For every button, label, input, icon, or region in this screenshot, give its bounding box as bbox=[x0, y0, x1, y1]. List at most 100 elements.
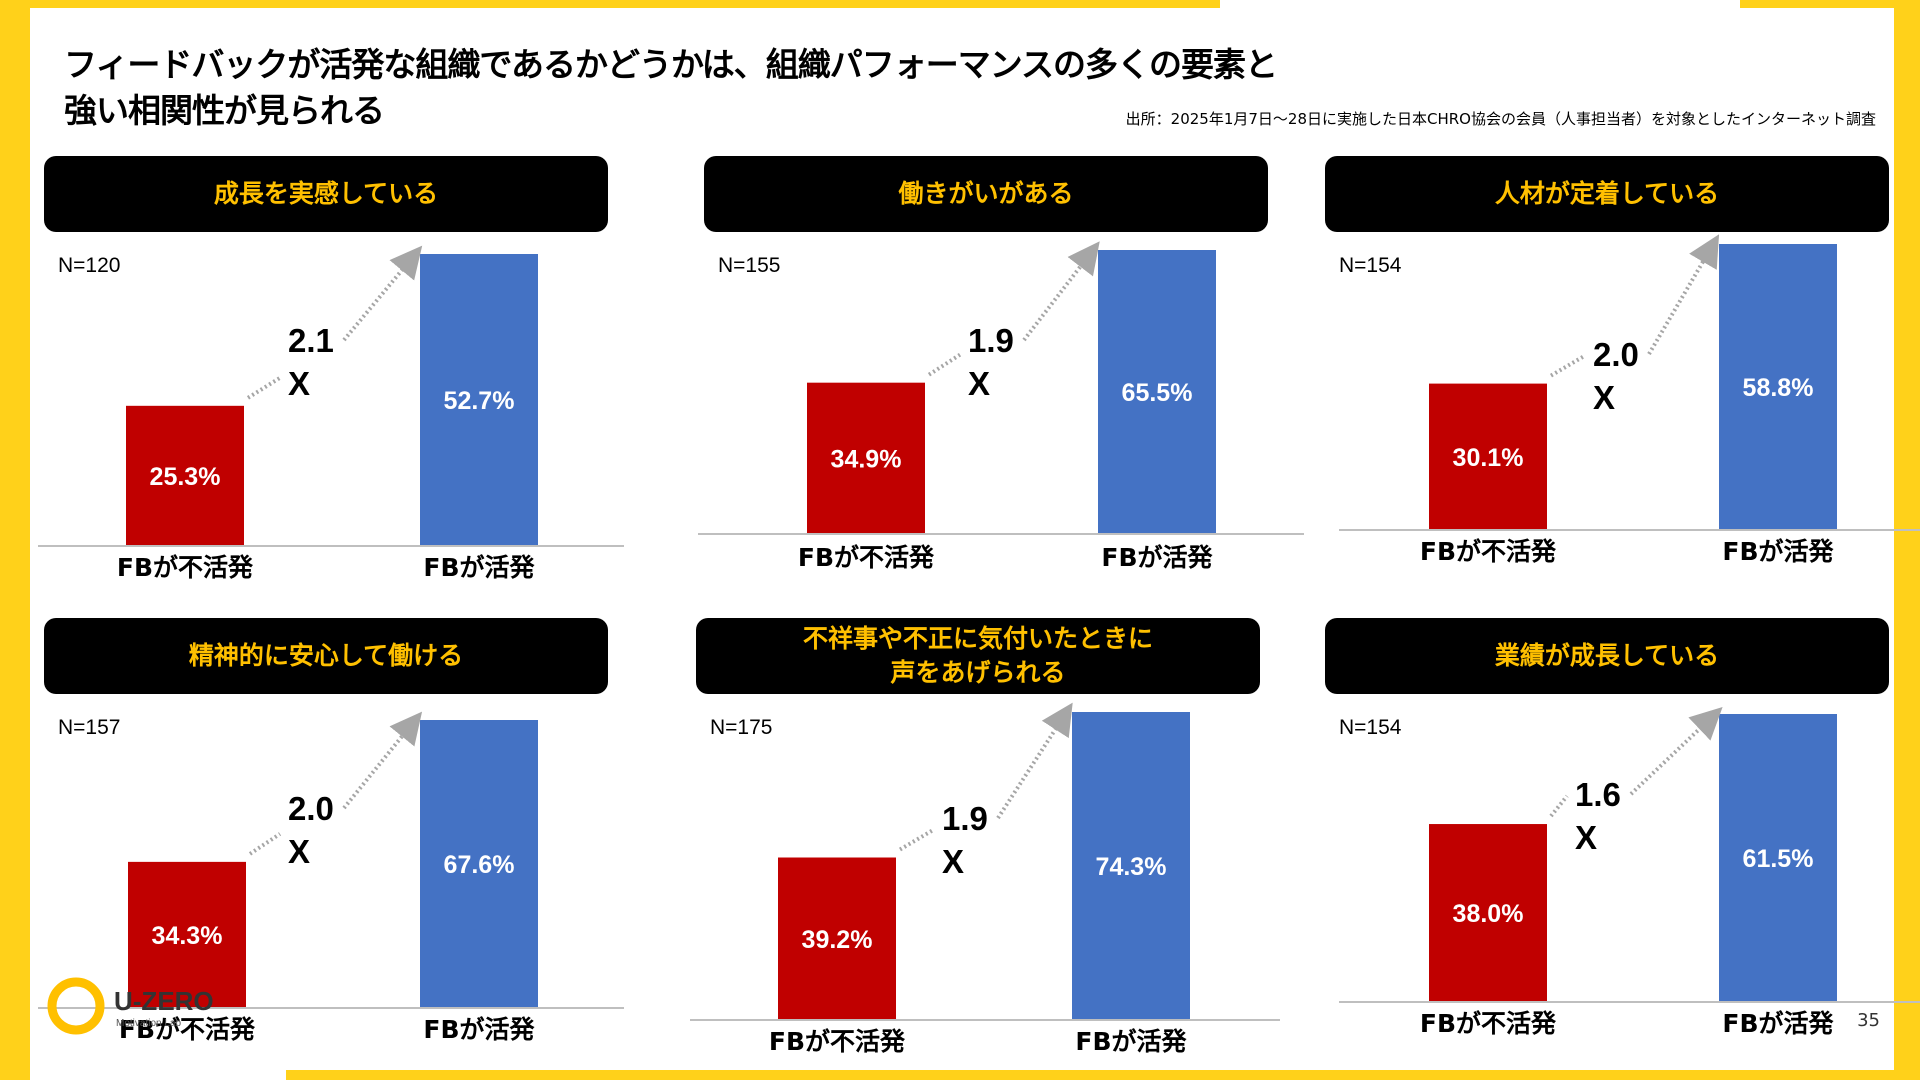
trend-arrow-lower bbox=[1549, 794, 1569, 818]
category-header-line: 精神的に安心して働ける bbox=[188, 641, 464, 670]
page-number: 35 bbox=[1857, 1010, 1880, 1031]
bar-value-label: 67.6% bbox=[444, 851, 515, 879]
category-header: 不祥事や不正に気付いたときに 声をあげられる bbox=[696, 618, 1260, 694]
slide-title: フィードバックが活発な組織であるかどうかは、組織パフォーマンスの多くの要素と 強… bbox=[64, 42, 1278, 134]
multiplier-value: 1.6 bbox=[1575, 776, 1621, 813]
bar-chart: 30.1% FBが不活発 58.8% FBが活発 2.0 X bbox=[1339, 234, 1920, 566]
sample-size-label: N=155 bbox=[718, 254, 781, 277]
multiplier-value: 2.0 bbox=[1593, 336, 1639, 373]
sample-size-label: N=154 bbox=[1339, 716, 1402, 739]
slide-title-line-2: 強い相関性が見られる bbox=[64, 91, 385, 130]
chart-panel-rewarding: 働きがいがある N=155 34.9% FBが不活発 65.5% FBが活発 1.9 X bbox=[698, 156, 1304, 596]
category-tick-label: FBが活発 bbox=[1722, 537, 1834, 566]
multiplier-unit: X bbox=[968, 365, 990, 402]
trend-arrow-upper bbox=[342, 245, 423, 342]
sample-size-label: N=157 bbox=[58, 716, 121, 739]
bar-value-label: 61.5% bbox=[1743, 845, 1814, 873]
trend-arrow-upper bbox=[996, 702, 1073, 820]
frame-top-left bbox=[0, 0, 1220, 8]
multiplier-unit: X bbox=[1575, 819, 1597, 856]
bar-fb-active bbox=[420, 254, 538, 546]
trend-arrow-upper bbox=[1647, 234, 1720, 356]
bar-chart: 38.0% FBが不活発 61.5% FBが活発 1.6 X bbox=[1339, 706, 1920, 1038]
frame-top-right bbox=[1740, 0, 1920, 8]
category-header: 業績が成長している bbox=[1325, 618, 1889, 694]
bar-value-label: 58.8% bbox=[1743, 374, 1814, 402]
multiplier-unit: X bbox=[288, 833, 310, 870]
bar-fb-inactive bbox=[128, 861, 246, 1008]
trend-arrow-lower bbox=[246, 376, 282, 400]
trend-arrow-upper bbox=[1629, 706, 1723, 796]
bar-chart: 34.3% FBが不活発 67.6% FBが活発 2.0 X bbox=[38, 711, 624, 1044]
multiplier-value: 2.1 bbox=[288, 322, 334, 359]
category-tick-label: FBが活発 bbox=[423, 553, 535, 582]
chart-panel-growth: 成長を実感している N=120 25.3% FBが不活発 52.7% FBが活発 2.1 X bbox=[38, 156, 644, 596]
bar-value-label: 65.5% bbox=[1122, 379, 1193, 407]
chart-panel-retention: 人材が定着している N=154 30.1% FBが不活発 58.8% FBが活発 2.0 X bbox=[1325, 156, 1920, 596]
category-tick-label: FBが活発 bbox=[423, 1015, 535, 1044]
multiplier-unit: X bbox=[288, 365, 310, 402]
category-header: 人材が定着している bbox=[1325, 156, 1889, 232]
sample-size-label: N=175 bbox=[710, 716, 773, 739]
category-header-line: 働きがいがある bbox=[898, 179, 1074, 208]
category-tick-label: FBが不活発 bbox=[117, 553, 254, 582]
category-header-line: 声をあげられる bbox=[890, 658, 1066, 687]
bar-fb-inactive bbox=[126, 405, 244, 546]
category-header-line: 不祥事や不正に気付いたときに bbox=[802, 624, 1153, 653]
multiplier-value: 1.9 bbox=[968, 322, 1014, 359]
frame-left bbox=[0, 0, 30, 1080]
bar-chart: 39.2% FBが不活発 74.3% FBが活発 1.9 X bbox=[690, 702, 1280, 1056]
chart-panel-speak-up: 不祥事や不正に気付いたときに 声をあげられる N=175 39.2% FBが不活発 74.… bbox=[690, 618, 1296, 1058]
trend-arrow-lower bbox=[898, 827, 936, 852]
category-header: 成長を実感している bbox=[44, 156, 608, 232]
slide-title-line-1: フィードバックが活発な組織であるかどうかは、組織パフォーマンスの多くの要素と bbox=[64, 45, 1278, 84]
multiplier-value: 2.0 bbox=[288, 790, 334, 827]
category-tick-label: FBが活発 bbox=[1075, 1027, 1187, 1056]
category-header-line: 人材が定着している bbox=[1494, 179, 1720, 208]
trend-arrow-upper bbox=[342, 711, 423, 810]
bar-fb-active bbox=[1098, 250, 1216, 534]
trend-arrow-lower bbox=[248, 832, 282, 856]
category-tick-label: FBが活発 bbox=[1101, 543, 1213, 572]
source-note: 出所：2025年1月7日〜28日に実施した日本CHRO協会の会員（人事担当者）を… bbox=[1125, 110, 1876, 128]
frame-bottom bbox=[286, 1070, 1920, 1080]
trend-arrow-lower bbox=[927, 352, 962, 377]
category-tick-label: FBが不活発 bbox=[119, 1015, 256, 1044]
logo-subtext: Motivation Lab bbox=[116, 1018, 181, 1029]
bar-value-label: 30.1% bbox=[1453, 444, 1524, 472]
frame-right bbox=[1894, 0, 1920, 1080]
bar-fb-inactive bbox=[1429, 383, 1547, 530]
bar-value-label: 25.3% bbox=[150, 463, 221, 491]
bar-value-label: 74.3% bbox=[1096, 853, 1167, 881]
category-header: 精神的に安心して働ける bbox=[44, 618, 608, 694]
bar-value-label: 39.2% bbox=[802, 926, 873, 954]
bar-fb-active bbox=[1072, 712, 1190, 1020]
bar-fb-active bbox=[420, 720, 538, 1008]
category-tick-label: FBが不活発 bbox=[1420, 537, 1557, 566]
bar-chart: 25.3% FBが不活発 52.7% FBが活発 2.1 X bbox=[38, 245, 624, 582]
chart-panel-business-growth: 業績が成長している N=154 38.0% FBが不活発 61.5% FBが活発 1.6 X bbox=[1325, 618, 1920, 1058]
sample-size-label: N=120 bbox=[58, 254, 121, 277]
trend-arrow-lower bbox=[1549, 353, 1587, 378]
trend-arrow-upper bbox=[1022, 241, 1100, 342]
category-tick-label: FBが不活発 bbox=[1420, 1009, 1557, 1038]
category-tick-label: FBが不活発 bbox=[769, 1027, 906, 1056]
category-tick-label: FBが不活発 bbox=[798, 543, 935, 572]
bar-fb-inactive bbox=[807, 382, 925, 534]
bar-fb-active bbox=[1719, 714, 1837, 1002]
multiplier-value: 1.9 bbox=[942, 800, 988, 837]
bar-fb-active bbox=[1719, 244, 1837, 530]
bar-fb-inactive bbox=[1429, 824, 1547, 1002]
bar-chart: 34.9% FBが不活発 65.5% FBが活発 1.9 X bbox=[698, 241, 1304, 572]
category-tick-label: FBが活発 bbox=[1722, 1009, 1834, 1038]
sample-size-label: N=154 bbox=[1339, 254, 1402, 277]
bar-value-label: 34.3% bbox=[152, 922, 223, 950]
bar-fb-inactive bbox=[778, 857, 896, 1020]
bar-value-label: 38.0% bbox=[1453, 900, 1524, 928]
multiplier-unit: X bbox=[1593, 379, 1615, 416]
bar-value-label: 52.7% bbox=[444, 387, 515, 415]
company-logo: U-ZERO Motivation Lab bbox=[44, 976, 264, 1036]
bar-value-label: 34.9% bbox=[831, 445, 902, 473]
category-header: 働きがいがある bbox=[704, 156, 1268, 232]
category-header-line: 成長を実感している bbox=[213, 179, 439, 208]
